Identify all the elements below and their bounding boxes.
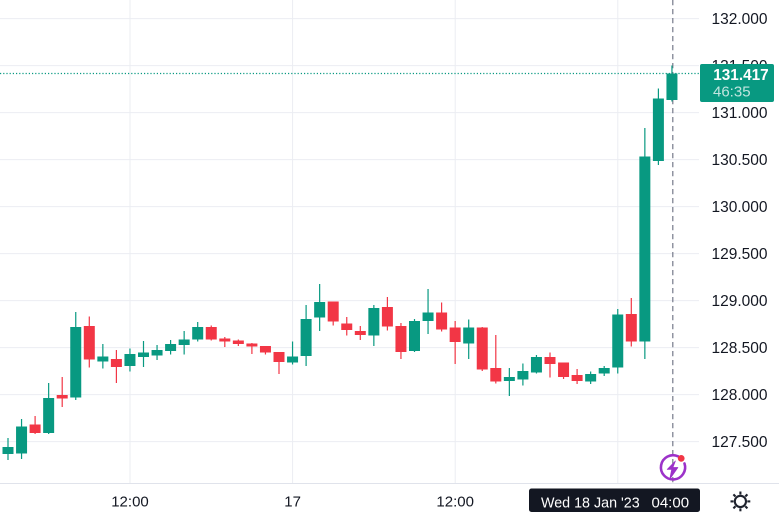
svg-text:132.000: 132.000	[712, 11, 768, 28]
svg-text:Wed 18 Jan '23: Wed 18 Jan '23	[541, 495, 640, 511]
svg-text:12:00: 12:00	[436, 494, 474, 511]
svg-text:12:00: 12:00	[111, 494, 149, 511]
svg-text:46:35: 46:35	[713, 84, 751, 101]
svg-text:127.500: 127.500	[712, 434, 768, 451]
svg-text:129.500: 129.500	[712, 246, 768, 263]
svg-text:128.000: 128.000	[712, 387, 768, 404]
svg-text:131.000: 131.000	[712, 105, 768, 122]
svg-text:128.500: 128.500	[712, 340, 768, 357]
svg-text:129.000: 129.000	[712, 293, 768, 310]
svg-text:130.500: 130.500	[712, 152, 768, 169]
svg-text:130.000: 130.000	[712, 199, 768, 216]
svg-text:131.417: 131.417	[713, 67, 768, 84]
svg-text:17: 17	[284, 494, 301, 511]
svg-text:04:00: 04:00	[652, 494, 690, 511]
